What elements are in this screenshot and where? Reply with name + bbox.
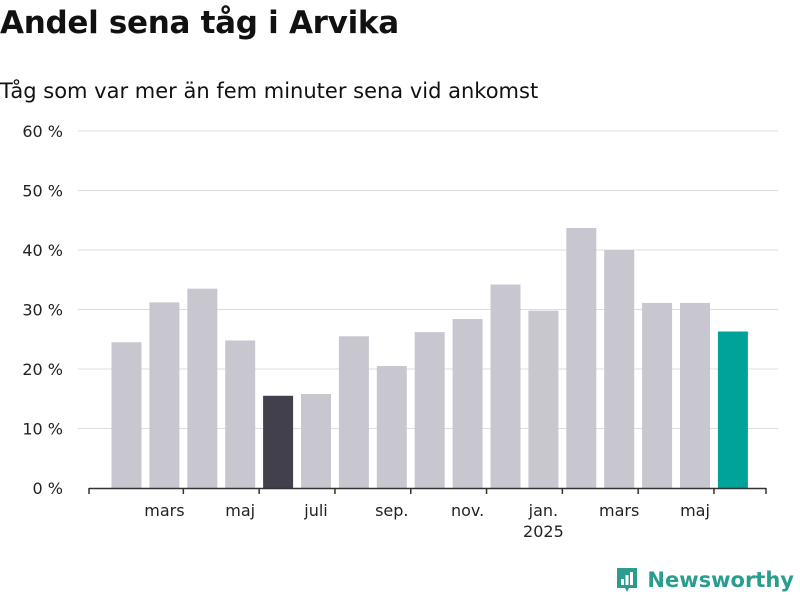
y-axis-ticks: 0 % 10 % 20 % 30 % 40 % 50 % 60 % — [22, 122, 63, 498]
bar-2025-03 — [604, 250, 635, 488]
bar-2024-10 — [414, 332, 445, 488]
x-tick-label: nov. — [451, 501, 484, 520]
y-tick-label: 60 % — [22, 122, 63, 141]
bar-2024-09 — [376, 366, 407, 488]
x-tick-label: juli — [303, 501, 327, 520]
y-tick-label: 50 % — [22, 182, 63, 201]
bar-2024-04 — [187, 288, 218, 488]
brand-name: Newsworthy — [647, 568, 794, 592]
bars — [111, 227, 748, 489]
y-tick-label: 10 % — [22, 420, 63, 439]
bar-2024-12 — [490, 284, 521, 488]
y-tick-label: 20 % — [22, 360, 63, 379]
x-tick-label: maj — [680, 501, 710, 520]
bar-2025-05 — [680, 302, 710, 488]
bar-2024-11 — [452, 319, 483, 488]
bar-2024-08 — [338, 336, 369, 488]
x-tick-label: mars — [144, 501, 184, 520]
bar-2024-07 — [301, 393, 331, 488]
bar-2025-02 — [566, 227, 597, 489]
bar-2025-04 — [642, 302, 673, 488]
x-tick-label: maj — [225, 501, 255, 520]
y-tick-label: 0 % — [33, 479, 63, 498]
bar-2024-05 — [225, 340, 256, 488]
x-tick-label: sep. — [375, 501, 408, 520]
y-tick-label: 30 % — [22, 301, 63, 320]
brand-logo[interactable]: Newsworthy — [615, 566, 794, 594]
bar-2024-06 — [263, 395, 294, 488]
chart-subtitle: Tåg som var mer än fem minuter sena vid … — [0, 79, 539, 103]
x-tick-year-label: 2025 — [523, 522, 564, 541]
x-tick-label: jan. — [528, 501, 558, 520]
y-tick-label: 40 % — [22, 241, 63, 260]
newsworthy-logo-icon — [617, 568, 638, 592]
chart-title: Andel sena tåg i Arvika — [0, 5, 399, 41]
bar-2024-03 — [149, 302, 180, 488]
x-tick-label: mars — [599, 501, 639, 520]
bar-2024-02 — [111, 342, 142, 488]
bar-2025-01 — [528, 310, 559, 488]
bar-2025-06 — [717, 331, 748, 488]
x-axis-ticks: mars maj juli sep. nov. jan. 2025 mars maj — [88, 488, 767, 541]
